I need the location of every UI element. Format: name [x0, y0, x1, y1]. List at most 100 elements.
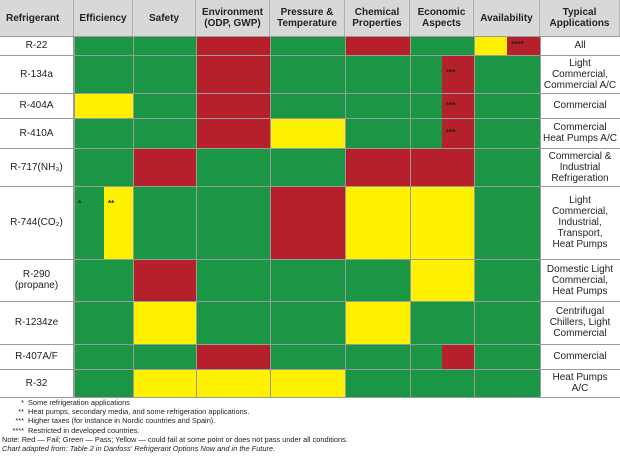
- rating-cell: [474, 186, 540, 259]
- rating-cell: [270, 55, 345, 93]
- rating-cell: [133, 36, 196, 55]
- row-divider: [0, 397, 620, 398]
- footnote-mark: ***: [15, 416, 24, 426]
- footnote-text: Heat pumps, secondary media, and some re…: [28, 407, 250, 417]
- rating-mark: **: [108, 199, 115, 208]
- typical-applications: All: [540, 36, 620, 55]
- footnote-text: Higher taxes (for instance in Nordic cou…: [28, 416, 216, 426]
- rating-cell: [270, 36, 345, 55]
- column-divider: [345, 36, 346, 397]
- typical-applications: Commercial Heat Pumps A/C: [540, 118, 620, 148]
- rating-cell: [474, 344, 540, 369]
- typical-applications: Heat Pumps A/C: [540, 369, 620, 397]
- rating-cell: [74, 55, 133, 93]
- rating-cell: [74, 118, 133, 148]
- column-divider: [540, 36, 541, 397]
- refrigerant-name: R-404A: [0, 93, 74, 118]
- comparison-table: Refrigerant Efficiency Safety Environment (…: [0, 0, 620, 398]
- typical-applications: Light Commercial, Industrial, Transport,…: [540, 186, 620, 259]
- rating-cell: [410, 36, 474, 55]
- rating-cell: [74, 301, 133, 344]
- rating-cell: [74, 259, 133, 301]
- rating-cell: [474, 301, 540, 344]
- footnote-text: Some refrigeration applications: [28, 398, 130, 407]
- rating-cell: [133, 369, 196, 397]
- rating-cell: [74, 344, 133, 369]
- rating-cell: [345, 118, 410, 148]
- rating-cell: [74, 369, 133, 397]
- row-divider: [0, 259, 620, 260]
- rating-cell: [133, 259, 196, 301]
- rating-cell: [270, 369, 345, 397]
- rating-cell: [410, 344, 442, 369]
- rating-cell: [270, 148, 345, 186]
- footnote-mark: *: [21, 398, 24, 407]
- rating-cell: [442, 344, 474, 369]
- rating-cell: [270, 93, 345, 118]
- chart-credit: Chart adapted from: Table 2 in Danfoss' …: [2, 444, 276, 454]
- column-header: Typical Applications: [540, 0, 620, 36]
- rating-cell: [196, 118, 270, 148]
- rating-cell: [270, 301, 345, 344]
- column-header: Economic Aspects: [410, 0, 474, 36]
- rating-cell: [133, 301, 196, 344]
- row-divider: [0, 369, 620, 370]
- row-divider: [0, 186, 620, 187]
- refrigerant-name: R-1234ze: [0, 301, 74, 344]
- rating-cell: [270, 259, 345, 301]
- rating-mark: ***: [446, 68, 456, 77]
- rating-cell: [410, 55, 442, 93]
- footnote-text: Restricted in developed countries.: [28, 425, 140, 435]
- rating-mark: *: [78, 199, 82, 208]
- rating-cell: [345, 186, 410, 259]
- typical-applications: Centrifugal Chillers, Light Commercial: [540, 301, 620, 344]
- rating-cell: [74, 148, 133, 186]
- rating-cell: [442, 118, 474, 148]
- rating-cell: [345, 93, 410, 118]
- rating-cell: [345, 301, 410, 344]
- rating-cell: [133, 93, 196, 118]
- rating-cell: [474, 259, 540, 301]
- rating-cell: [196, 369, 270, 397]
- refrigerant-name: R-32: [0, 369, 74, 397]
- rating-cell: [74, 186, 104, 259]
- column-divider: [410, 36, 411, 397]
- column-divider: [270, 36, 271, 397]
- rating-cell: [474, 93, 540, 118]
- rating-cell: [474, 369, 540, 397]
- column-divider: [474, 36, 475, 397]
- rating-cell: [345, 36, 410, 55]
- footnote-mark: **: [18, 407, 24, 417]
- row-divider: [0, 118, 620, 119]
- column-header: Environment (ODP, GWP): [196, 0, 270, 36]
- typical-applications: Light Commercial, Commercial A/C: [540, 55, 620, 93]
- typical-applications: Domestic Light Commercial, Heat Pumps: [540, 259, 620, 301]
- rating-cell: [410, 118, 442, 148]
- rating-cell: [196, 55, 270, 93]
- rating-mark: ***: [446, 100, 456, 110]
- rating-cell: [270, 186, 345, 259]
- rating-cell: [196, 186, 270, 259]
- column-header: Efficiency: [74, 0, 133, 36]
- rating-cell: [196, 344, 270, 369]
- rating-cell: [133, 344, 196, 369]
- rating-cell: [270, 344, 345, 369]
- rating-cell: [74, 36, 133, 55]
- footnote: **** Restricted in developed countries.: [2, 426, 618, 435]
- refrigerant-name: R-22: [0, 36, 74, 55]
- rating-cell: [474, 148, 540, 186]
- column-divider: [196, 36, 197, 397]
- refrigerant-name: R-744(CO₂): [0, 186, 74, 259]
- rating-cell: [410, 186, 474, 259]
- row-divider: [0, 301, 620, 302]
- typical-applications: Commercial: [540, 93, 620, 118]
- refrigerant-name: R-290 (propane): [0, 259, 74, 301]
- rating-cell: [410, 301, 474, 344]
- column-divider: [74, 36, 75, 397]
- rating-cell: [345, 344, 410, 369]
- rating-cell: [410, 259, 474, 301]
- rating-cell: [133, 55, 196, 93]
- rating-cell: [196, 36, 270, 55]
- rating-cell: [196, 301, 270, 344]
- rating-cell: [474, 36, 507, 55]
